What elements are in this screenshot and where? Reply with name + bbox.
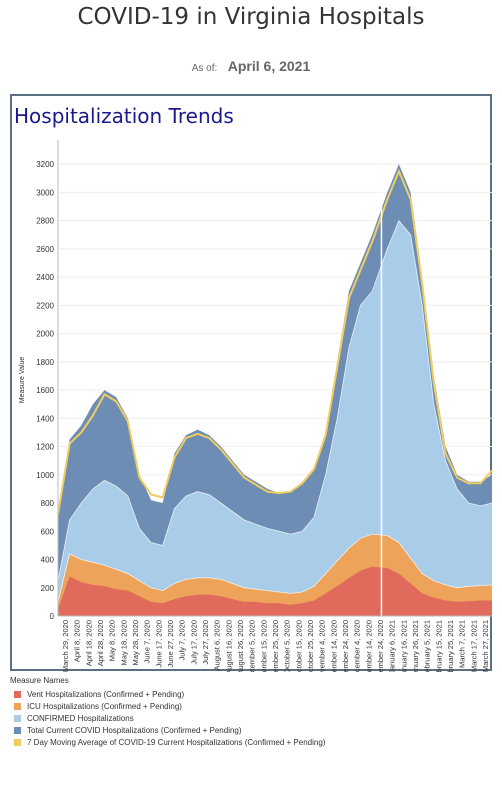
- y-tick-label: 2000: [36, 330, 54, 339]
- x-tick-label: December 14, 2020: [364, 620, 373, 672]
- page-title: COVID-19 in Virginia Hospitals: [77, 4, 425, 30]
- legend-label: 7 Day Moving Average of COVID-19 Current…: [27, 737, 326, 747]
- x-tick-label: March 29, 2020: [61, 620, 70, 672]
- y-tick-label: 2200: [36, 301, 54, 310]
- y-tick-label: 2600: [36, 245, 54, 254]
- x-tick-label: July 7, 2020: [178, 620, 187, 660]
- legend-swatch: [14, 726, 21, 734]
- x-tick-label: December 4, 2020: [353, 620, 362, 672]
- x-tick-label: February 15, 2021: [434, 620, 443, 672]
- y-tick-label: 200: [41, 584, 55, 593]
- as-of-label: As of:: [191, 63, 218, 74]
- vent-area[interactable]: [58, 566, 492, 616]
- x-tick-label: May 18, 2020: [119, 620, 128, 665]
- y-tick-label: 2400: [36, 273, 54, 282]
- x-tick-label: August 16, 2020: [224, 620, 233, 672]
- x-tick-label: September 5, 2020: [248, 620, 257, 672]
- y-tick-label: 600: [41, 527, 55, 536]
- y-tick-label: 800: [41, 499, 55, 508]
- x-tick-label: March 27, 2021: [481, 620, 490, 672]
- x-tick-label: December 24, 2020: [376, 620, 385, 672]
- x-tick-label: January 26, 2021: [411, 620, 420, 672]
- y-tick-label: 400: [41, 556, 55, 565]
- as-of-date: April 6, 2021: [227, 58, 311, 74]
- legend-swatch: [14, 738, 21, 746]
- y-tick-label: 1600: [36, 386, 54, 395]
- x-tick-label: October 5, 2020: [283, 620, 292, 672]
- x-tick-label: April 8, 2020: [73, 620, 82, 662]
- legend-label: CONFIRMED Hospitalizations: [27, 713, 134, 723]
- x-tick-label: February 5, 2021: [423, 620, 432, 672]
- legend-item[interactable]: CONFIRMED Hospitalizations: [10, 712, 500, 724]
- x-tick-label: January 16, 2021: [399, 620, 408, 672]
- legend-item[interactable]: Total Current COVID Hospitalizations (Co…: [10, 724, 500, 736]
- x-tick-label: May 8, 2020: [108, 620, 117, 661]
- y-tick-label: 1800: [36, 358, 54, 367]
- x-tick-label: June 7, 2020: [143, 620, 152, 663]
- x-tick-label: August 6, 2020: [213, 620, 222, 670]
- x-tick-label: November 24, 2020: [341, 620, 350, 672]
- legend-title: Measure Names: [10, 676, 69, 685]
- confirmed-area[interactable]: [58, 220, 492, 616]
- y-axis-label: Measure Value: [19, 357, 26, 404]
- y-tick-label: 0: [50, 612, 55, 621]
- legend-label: Total Current COVID Hospitalizations (Co…: [27, 725, 242, 735]
- x-tick-label: October 25, 2020: [306, 620, 315, 672]
- x-tick-label: July 17, 2020: [189, 620, 198, 665]
- chart-marks: [57, 140, 493, 617]
- x-tick-label: March 17, 2021: [469, 620, 478, 672]
- legend-swatch: [14, 702, 21, 710]
- x-tick-label: July 27, 2020: [201, 620, 210, 665]
- as-of-line: As of: April 6, 2021: [0, 58, 502, 76]
- x-tick-label: February 25, 2021: [446, 620, 455, 672]
- x-tick-label: April 18, 2020: [84, 620, 93, 666]
- x-tick-label: June 17, 2020: [154, 620, 163, 668]
- legend-item[interactable]: Vent Hospitalizations (Confirmed + Pendi…: [10, 688, 500, 700]
- x-tick-label: September 15, 2020: [259, 620, 268, 672]
- series-outline: [57, 533, 493, 602]
- legend-label: ICU Hospitalizations (Confirmed + Pendin…: [27, 701, 182, 711]
- x-tick-label: September 25, 2020: [271, 620, 280, 672]
- y-tick-label: 1400: [36, 414, 54, 423]
- y-axis-ticks: 0 200 400 600 800 1000 1200 1400 1600 1800 2000 220…: [36, 160, 54, 621]
- y-tick-label: 1200: [36, 443, 54, 452]
- y-tick-label: 3000: [36, 188, 54, 197]
- legend-item[interactable]: 7 Day Moving Average of COVID-19 Current…: [10, 736, 500, 748]
- x-tick-label: October 15, 2020: [294, 620, 303, 672]
- moving-average-line[interactable]: [57, 168, 493, 515]
- series-areas: [58, 164, 492, 616]
- x-tick-label: November 4, 2020: [318, 620, 327, 672]
- series-outline: [57, 219, 493, 581]
- legend-item[interactable]: ICU Hospitalizations (Confirmed + Pendin…: [10, 700, 500, 712]
- x-tick-label: April 28, 2020: [96, 620, 105, 666]
- legend-label: Vent Hospitalizations (Confirmed + Pendi…: [27, 689, 185, 699]
- panel-title: Hospitalization Trends: [14, 104, 234, 128]
- x-tick-label: November 14, 2020: [329, 620, 338, 672]
- y-tick-label: 2800: [36, 217, 54, 226]
- y-tick-label: 1000: [36, 471, 54, 480]
- x-tick-label: May 28, 2020: [131, 620, 140, 665]
- y-tick-label: 3200: [36, 160, 54, 169]
- x-tick-label: January 6, 2021: [388, 620, 397, 672]
- hospitalization-chart[interactable]: 0 200 400 600 800 1000 1200 1400 1600 1800 2000 220…: [0, 0, 502, 672]
- legend-swatch: [14, 690, 21, 698]
- legend: Measure Names Vent Hospitalizations (Con…: [10, 676, 500, 748]
- x-tick-label: June 27, 2020: [166, 620, 175, 668]
- x-tick-label: March 7, 2021: [458, 620, 467, 668]
- legend-swatch: [14, 714, 21, 722]
- x-tick-label: August 26, 2020: [236, 620, 245, 672]
- x-axis-ticks: March 29, 2020 April 8, 2020 April 18, 202…: [61, 620, 490, 672]
